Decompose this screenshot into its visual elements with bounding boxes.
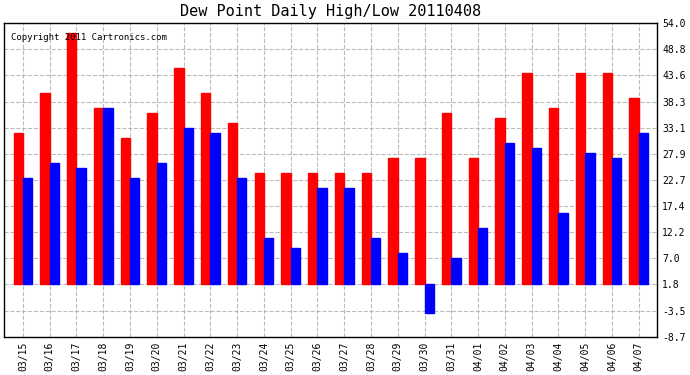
Bar xyxy=(505,143,514,284)
Bar xyxy=(451,258,461,284)
Bar xyxy=(362,173,371,284)
Bar xyxy=(469,158,478,284)
Bar xyxy=(40,93,50,284)
Bar xyxy=(157,163,166,284)
Bar xyxy=(264,238,273,284)
Bar xyxy=(478,228,487,284)
Bar xyxy=(104,108,112,284)
Bar xyxy=(184,128,193,284)
Bar xyxy=(549,108,558,284)
Bar xyxy=(282,173,290,284)
Bar xyxy=(174,68,184,284)
Bar xyxy=(94,108,104,284)
Bar xyxy=(424,284,434,313)
Bar xyxy=(255,173,264,284)
Bar xyxy=(495,118,505,284)
Bar xyxy=(14,133,23,284)
Bar xyxy=(531,148,541,284)
Bar xyxy=(371,238,380,284)
Bar xyxy=(77,168,86,284)
Bar xyxy=(397,253,407,284)
Bar xyxy=(148,113,157,284)
Bar xyxy=(629,98,639,284)
Bar xyxy=(602,73,612,284)
Bar xyxy=(344,188,353,284)
Bar xyxy=(67,33,77,284)
Bar xyxy=(576,73,585,284)
Bar xyxy=(237,178,246,284)
Bar xyxy=(388,158,397,284)
Bar xyxy=(201,93,210,284)
Text: Copyright 2011 Cartronics.com: Copyright 2011 Cartronics.com xyxy=(11,33,166,42)
Bar xyxy=(121,138,130,284)
Bar xyxy=(639,133,648,284)
Bar xyxy=(130,178,139,284)
Bar xyxy=(442,113,451,284)
Bar xyxy=(228,123,237,284)
Bar xyxy=(50,163,59,284)
Bar xyxy=(308,173,317,284)
Bar xyxy=(612,158,621,284)
Bar xyxy=(210,133,219,284)
Bar xyxy=(335,173,344,284)
Bar xyxy=(522,73,531,284)
Bar xyxy=(23,178,32,284)
Bar xyxy=(585,153,595,284)
Bar xyxy=(415,158,424,284)
Bar xyxy=(558,213,568,284)
Bar xyxy=(290,248,300,284)
Title: Dew Point Daily High/Low 20110408: Dew Point Daily High/Low 20110408 xyxy=(180,4,482,19)
Bar xyxy=(317,188,327,284)
